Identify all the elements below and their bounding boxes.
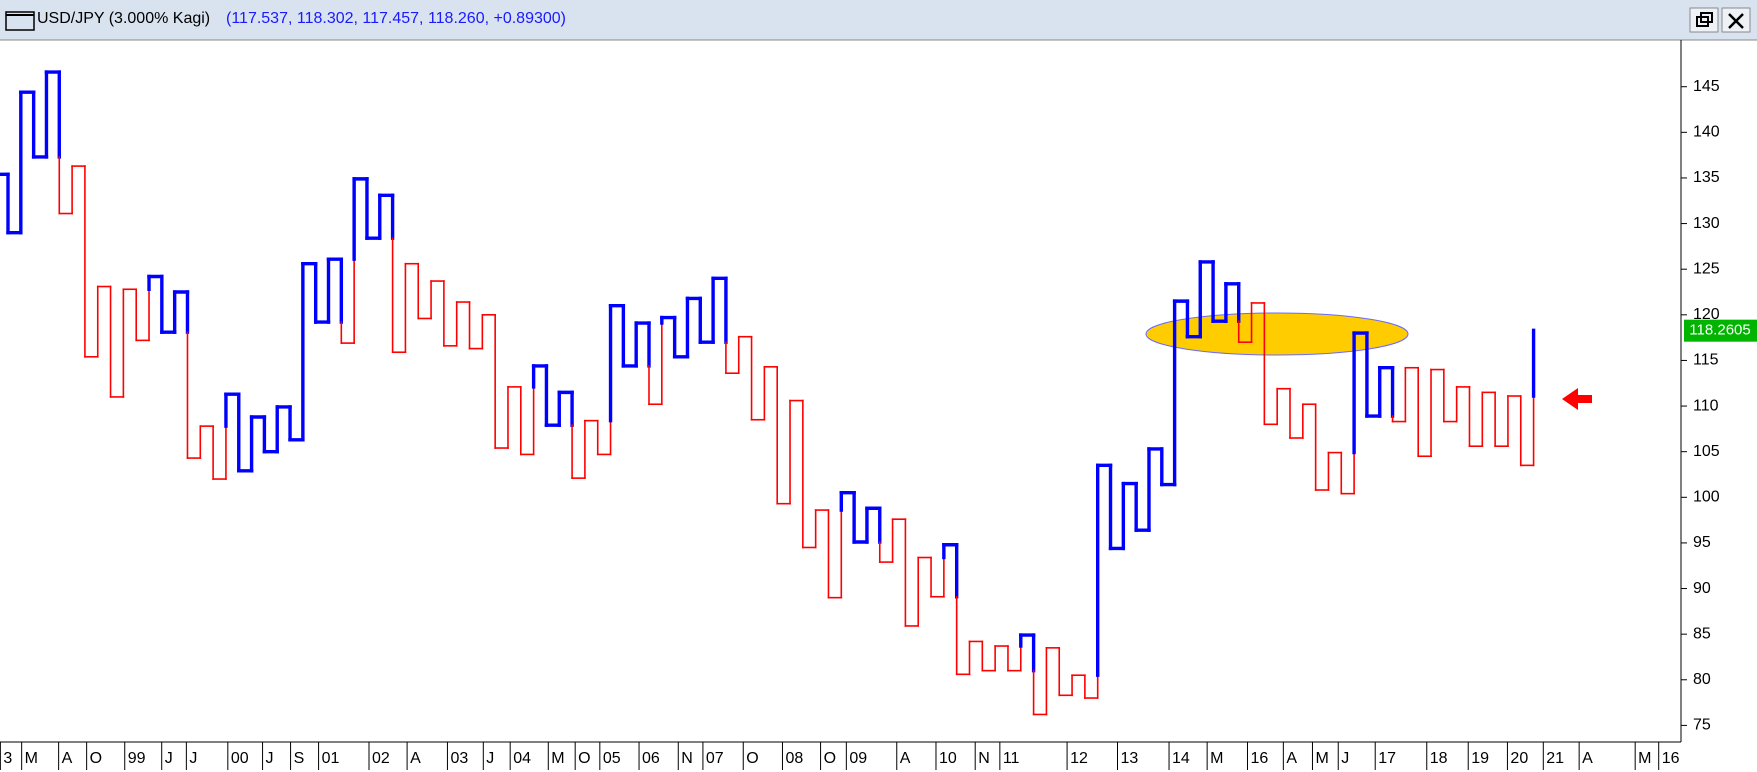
restore-button-box[interactable] <box>1689 7 1719 33</box>
x-tick-label: 11 <box>1003 750 1020 767</box>
x-tick-label: N <box>978 750 990 767</box>
x-tick-label: J <box>165 750 173 767</box>
x-tick-label: 19 <box>1471 750 1489 767</box>
x-tick-label: N <box>681 750 693 767</box>
x-tick-label: 18 <box>1430 750 1448 767</box>
restore-button[interactable] <box>1689 7 1719 33</box>
y-tick-label: 95 <box>1693 534 1711 551</box>
x-tick-label: 00 <box>231 750 249 767</box>
x-tick-label: 03 <box>450 750 468 767</box>
x-tick-label: 99 <box>128 750 146 767</box>
x-tick-label: 3 <box>3 750 12 767</box>
title-bar <box>0 0 1757 40</box>
x-tick-label: 07 <box>706 750 724 767</box>
x-tick-label: J <box>189 750 197 767</box>
x-tick-label: 10 <box>939 750 957 767</box>
x-tick-label: 20 <box>1510 750 1528 767</box>
x-tick-label: 12 <box>1070 750 1088 767</box>
x-tick-label: J <box>266 750 274 767</box>
red-arrow <box>1562 388 1592 410</box>
y-tick-label: 135 <box>1693 169 1720 186</box>
restore-icon <box>1700 12 1713 23</box>
y-tick-label: 145 <box>1693 78 1720 95</box>
x-tick-label: 17 <box>1378 750 1396 767</box>
x-tick-label: 21 <box>1546 750 1564 767</box>
x-tick-label: 06 <box>642 750 660 767</box>
x-tick-label: S <box>294 750 305 767</box>
quote: (117.537, 118.302, 117.457, 118.260, +0.… <box>226 10 566 27</box>
x-tick-label: O <box>746 750 758 767</box>
last-price-box <box>1684 319 1757 342</box>
x-tick-label: M <box>1210 750 1223 767</box>
x-tick-label: 13 <box>1121 750 1139 767</box>
x-tick-label: M <box>1638 750 1651 767</box>
close-icon <box>1728 13 1744 29</box>
x-tick-label: A <box>1286 750 1297 767</box>
plot <box>0 70 1536 716</box>
y-tick-label: 120 <box>1693 306 1720 323</box>
x-tick-label: 02 <box>372 750 390 767</box>
last-price-label: 118.2605 <box>1689 322 1750 339</box>
y-tick-label: 85 <box>1693 625 1711 642</box>
x-tick-label: M <box>551 750 564 767</box>
y-tick-label: 90 <box>1693 580 1711 597</box>
highlight-ellipse <box>1145 312 1409 356</box>
x-tick-label: 04 <box>513 750 531 767</box>
y-tick-label: 130 <box>1693 215 1720 232</box>
x-tick-label: 16 <box>1662 750 1680 767</box>
y-tick-label: 110 <box>1693 397 1719 414</box>
y-tick-label: 80 <box>1693 671 1711 688</box>
x-tick-label: 09 <box>849 750 867 767</box>
close-button[interactable] <box>1721 7 1751 33</box>
y-tick-label: 140 <box>1693 124 1720 141</box>
x-tick-label: J <box>486 750 494 767</box>
x-tick-label: J <box>1341 750 1349 767</box>
x-tick-label: M <box>25 750 38 767</box>
x-tick-label: 14 <box>1172 750 1190 767</box>
chart-title: USD/JPY (3.000% Kagi) <box>37 10 210 27</box>
x-tick-label: A <box>900 750 911 767</box>
window-icon <box>5 11 35 31</box>
x-tick-label: 05 <box>603 750 621 767</box>
y-tick-label: 75 <box>1693 717 1711 734</box>
y-tick-label: 115 <box>1693 352 1719 369</box>
x-tick-label: O <box>578 750 590 767</box>
x-tick-label: O <box>824 750 836 767</box>
x-tick-label: A <box>1582 750 1593 767</box>
x-tick-label: A <box>62 750 73 767</box>
x-tick-label: 01 <box>322 750 340 767</box>
x-tick-label: A <box>410 750 421 767</box>
x-tick-label: 16 <box>1250 750 1268 767</box>
y-tick-label: 100 <box>1693 489 1720 506</box>
x-tick-label: O <box>90 750 102 767</box>
x-tick-label: M <box>1315 750 1328 767</box>
y-tick-label: 105 <box>1693 443 1720 460</box>
y-tick-label: 125 <box>1693 260 1720 277</box>
x-tick-label: 08 <box>785 750 803 767</box>
